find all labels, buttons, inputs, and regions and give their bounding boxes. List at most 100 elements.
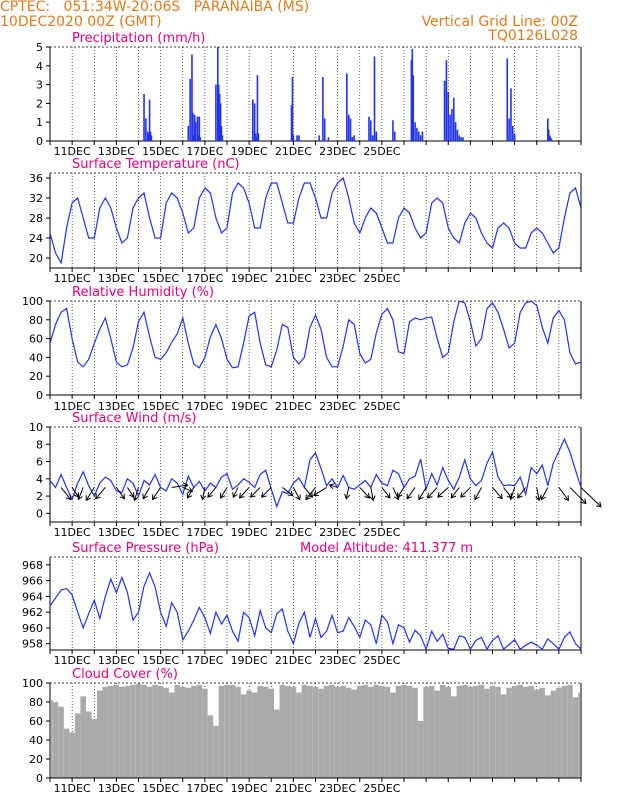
cloud-bar [539,687,546,778]
wind-vector-head [385,492,391,499]
wind-vector [220,487,228,499]
precip-bar [417,131,420,141]
cloud-bar [467,686,474,778]
precip-bar [150,135,153,141]
precip-bar [445,60,448,141]
cloud-bar [567,684,573,778]
cloud-bar [368,686,374,778]
cloud-bar [63,728,70,778]
wind-vector [536,487,540,501]
x-tick-label: 15DEC [142,272,179,285]
precip-bar [255,137,258,141]
y-tick-label: 0 [36,135,43,148]
x-tick-label: 15DEC [142,145,179,158]
y-tick-label: 3 [36,79,43,92]
wind-vector [142,487,150,499]
precip-bar [375,131,378,141]
x-tick-label: 25DEC [363,526,400,539]
cloud-bar [390,692,396,778]
wind-vector-head [65,494,72,501]
wind-vector [207,487,217,498]
wind-vector-head [142,493,148,500]
y-tick-label: 60 [29,333,43,346]
cloud-bar [224,684,230,778]
precip-bar [370,120,372,141]
wind-vector-head [238,492,245,499]
precip-bar [421,131,424,141]
precip-bar [549,137,552,141]
cloud-bar [279,684,286,778]
wind-vector [406,487,416,499]
cloud-bar [74,713,81,778]
panel-title: Cloud Cover (%) [72,667,178,682]
panel-title: Surface Pressure (hPa) [72,541,219,556]
precip-bar [550,139,553,141]
cloud-bar [511,685,518,778]
panel-title: Relative Humidity (%) [72,285,214,300]
wind-vector [239,487,250,499]
cloud-bar [545,695,551,778]
x-tick-label: 11DEC [54,526,91,539]
x-tick-label: 11DEC [54,654,91,667]
cloud-bar [163,687,169,778]
precip-bar [254,133,257,141]
wind-vector [397,487,405,498]
cloud-bar [384,686,391,778]
cloud-bar [274,709,280,778]
wind-vector-head [313,490,319,496]
cloud-bar [262,686,269,778]
cloud-bar [556,687,562,778]
panel-title: Precipitation (mm/h) [72,31,205,46]
y-tick-label: 24 [29,232,43,245]
precip-bar [349,118,352,141]
y-tick-label: 40 [29,734,43,747]
cloud-bar [550,690,557,778]
wind-vector-head [305,494,311,501]
y-tick-label: 36 [29,172,43,185]
x-tick-label: 25DEC [363,145,400,158]
precip-bar [199,137,202,141]
cloud-bar [500,694,507,778]
x-tick-label: 17DEC [186,272,223,285]
wind-vector-head [200,494,207,501]
cloud-bar [168,692,175,778]
x-tick-label: 25DEC [363,654,400,667]
precip-bar [393,131,396,141]
x-tick-label: 19DEC [231,526,268,539]
precip-bar [217,84,220,141]
cloud-bar [58,706,64,778]
x-tick-label: 13DEC [98,272,135,285]
cloud-bar [218,685,225,778]
header-location: CPTEC: 051:34W-20:06S PARANAIBA (MS) [0,0,310,15]
cloud-bar [290,686,297,778]
y-tick-label: 2 [36,97,43,110]
cloud-bar [484,688,490,778]
x-tick-label: 11DEC [54,145,91,158]
precip-bar [506,58,509,141]
cloud-bar [268,688,275,778]
x-tick-label: 13DEC [98,400,135,413]
precip-bar [411,48,414,141]
precip-bar [298,135,300,141]
wind-vector [359,487,370,499]
wind-vector [95,487,106,499]
wind-vector-head [232,492,238,498]
series-line [50,301,581,369]
y-tick-label: 80 [29,314,43,327]
wind-vector [232,487,239,498]
precip-bar [456,129,459,141]
cloud-bar [572,697,579,778]
wind-vector-head [73,492,80,498]
wind-vector [418,487,427,500]
x-tick-label: 25DEC [363,400,400,413]
x-tick-label: 17DEC [186,145,223,158]
wind-vector [127,487,135,498]
cloud-bar [85,711,92,778]
series-line [50,176,581,265]
wind-vector [492,487,503,499]
y-tick-label: 0 [36,507,43,520]
precip-bar [414,122,416,141]
cloud-bar [561,685,568,778]
wind-vector-head [517,492,523,499]
